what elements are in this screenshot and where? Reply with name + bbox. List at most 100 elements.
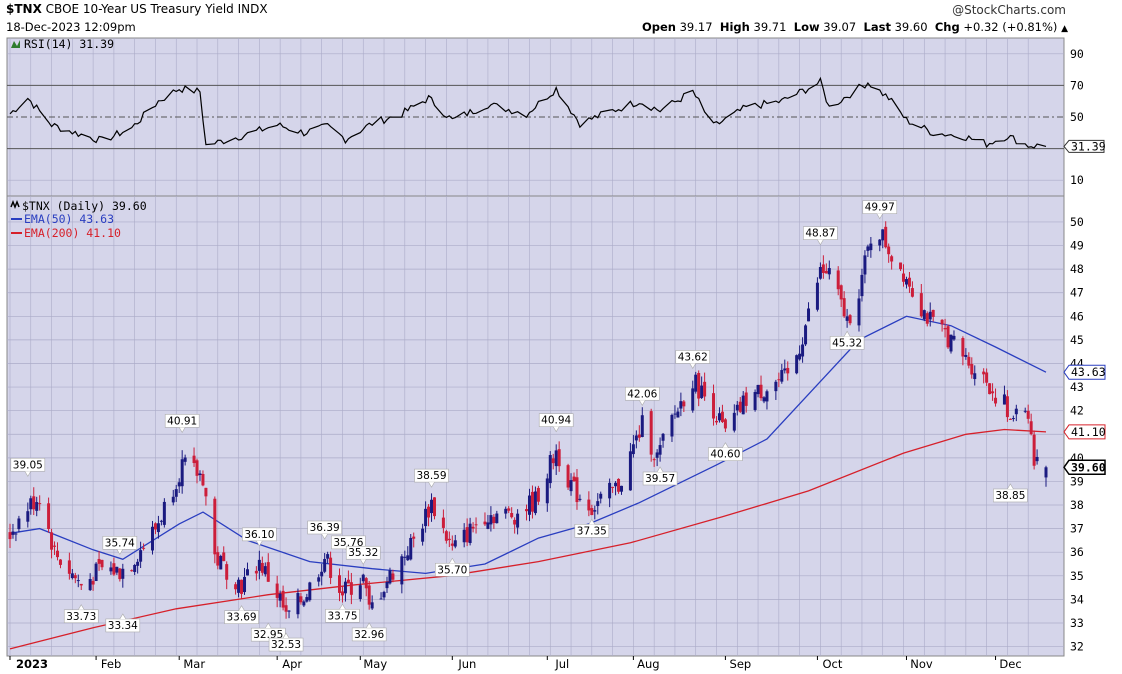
candle-body: [76, 580, 80, 582]
rsi-y-tick: 70: [1070, 78, 1084, 92]
candle-body: [943, 328, 947, 330]
candle-body: [243, 576, 247, 593]
candle-body: [857, 298, 861, 326]
x-tick-label: Nov: [910, 657, 933, 671]
candle-body: [237, 579, 241, 593]
annotation-label: 39.57: [645, 473, 675, 485]
candle-body: [358, 585, 362, 599]
annotation-pointer: [588, 518, 596, 525]
candle-body: [213, 498, 217, 555]
price-y-tick: 45: [1070, 333, 1084, 347]
price-y-tick: 50: [1070, 215, 1084, 229]
candle-body: [649, 411, 653, 455]
candle-body: [940, 319, 944, 325]
annotation-label: 40.60: [710, 449, 740, 461]
candle-body: [94, 563, 98, 582]
candle-body: [890, 256, 894, 262]
candle-body: [346, 579, 350, 584]
candle-body: [533, 491, 537, 514]
candle-body: [673, 413, 677, 415]
candle-body: [471, 526, 475, 529]
candle-body: [596, 501, 600, 507]
symbol-description: CBOE 10-Year US Treasury Yield: [45, 2, 234, 16]
annotation-pointer: [24, 471, 32, 477]
x-tick-label: Jul: [554, 657, 569, 671]
ema50-legend-label: EMA(50) 43.63: [24, 212, 114, 226]
last-price-axis-label: 39.60: [1071, 460, 1106, 474]
candle-body: [409, 537, 413, 560]
candle-body: [305, 597, 309, 602]
candle-body: [302, 601, 306, 606]
candle-body: [1032, 434, 1036, 466]
candle-body: [192, 455, 196, 464]
price-y-tick: 32: [1070, 640, 1084, 654]
candle-body: [527, 495, 531, 515]
candle-body: [430, 499, 434, 514]
candle-body: [156, 523, 160, 533]
rsi-chart-icon: [11, 40, 20, 48]
candle-body: [257, 559, 261, 571]
annotation-label: 48.87: [805, 228, 835, 240]
annotation-pointer: [552, 426, 560, 433]
candle-body: [925, 313, 929, 324]
last-value: 39.60: [894, 20, 928, 34]
candle-body: [931, 309, 935, 317]
candle-body: [1029, 421, 1033, 435]
candle-body: [530, 491, 534, 512]
candle-body: [661, 433, 665, 441]
candle-body: [783, 368, 787, 371]
annotation-pointer: [365, 622, 373, 629]
candle-body: [142, 547, 146, 549]
x-tick-label: Feb: [101, 657, 121, 671]
candle-body: [887, 246, 891, 255]
candle-body: [611, 486, 615, 488]
candle-body: [952, 335, 956, 340]
candle-body: [88, 579, 92, 591]
candle-body: [504, 508, 508, 514]
candle-body: [35, 502, 39, 511]
candle-body: [91, 580, 95, 585]
candle-body: [878, 239, 882, 246]
price-legend: $TNX (Daily) 39.60 EMA(50) 43.63 EMA(200…: [10, 199, 147, 240]
candle-body: [738, 401, 742, 412]
candle-body: [985, 372, 989, 383]
last-price-axis-marker: [1063, 459, 1106, 476]
x-tick-label: Oct: [822, 657, 842, 671]
candle-body: [554, 450, 558, 467]
candle-body: [548, 455, 552, 484]
open-value: 39.17: [679, 20, 713, 34]
candle-body: [1011, 418, 1015, 420]
brand-watermark[interactable]: @StockCharts.com: [952, 3, 1066, 17]
candle-body: [379, 598, 383, 600]
candle-body: [732, 412, 736, 431]
candle-body: [753, 392, 757, 410]
candle-body: [620, 485, 624, 492]
candle-body: [266, 562, 270, 582]
candle-body: [827, 268, 831, 275]
candle-body: [679, 401, 683, 409]
candle-body: [349, 582, 353, 595]
candle-body: [441, 517, 445, 528]
candle-body: [717, 413, 721, 421]
candle-body: [450, 543, 454, 546]
annotation-pointer: [116, 549, 124, 555]
annotation-label: 35.74: [105, 537, 135, 549]
candle-body: [735, 404, 739, 411]
annotation-label: 45.32: [832, 337, 862, 349]
candle-body: [406, 555, 410, 561]
candle-body: [982, 371, 986, 375]
candle-body: [860, 274, 864, 297]
candle-body: [1023, 410, 1027, 412]
candle-body: [204, 487, 208, 497]
candle-body: [842, 298, 846, 317]
candle-body: [97, 558, 101, 564]
candle-body: [326, 554, 330, 559]
candle-body: [1005, 396, 1009, 418]
candle-body: [38, 503, 42, 505]
annotation-label: 33.34: [108, 620, 138, 632]
annotation-label: 49.97: [865, 202, 895, 214]
candle-body: [759, 384, 763, 399]
candle-body: [495, 513, 499, 524]
annotation-label: 33.73: [66, 611, 96, 623]
